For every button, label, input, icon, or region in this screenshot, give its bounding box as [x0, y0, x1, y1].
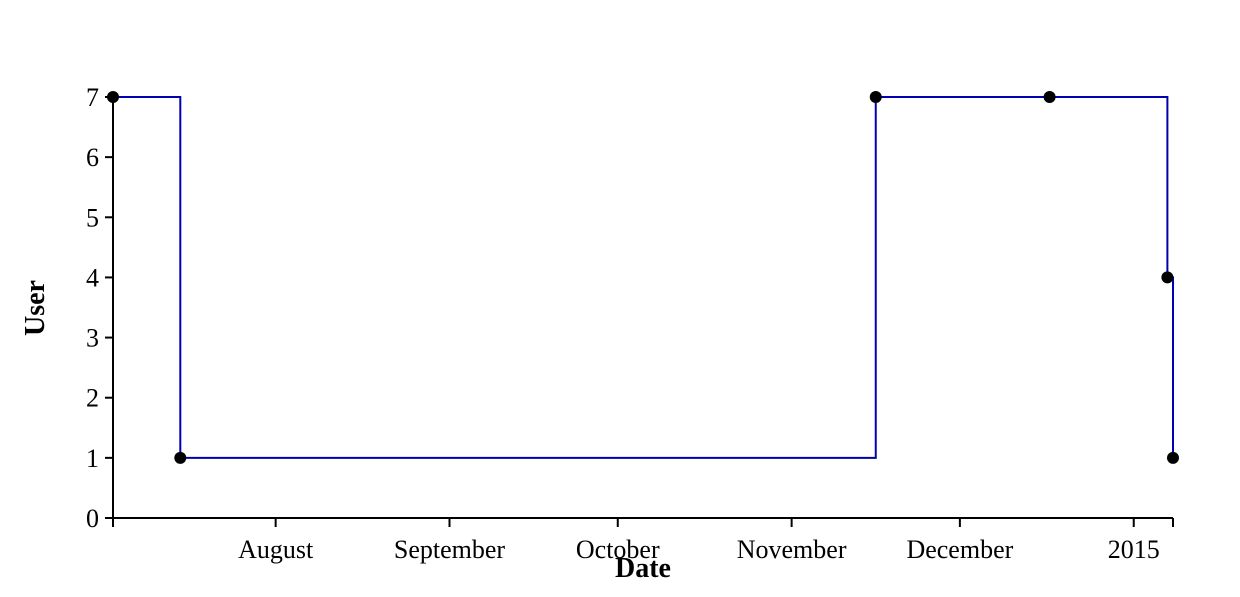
plot-area	[107, 91, 1179, 464]
data-point	[107, 91, 119, 103]
y-axis-title: User	[20, 280, 51, 336]
y-tick-label: 7	[86, 83, 99, 112]
x-tick-label: October	[576, 535, 660, 564]
x-tick-label: August	[238, 535, 314, 564]
x-axis-title: Date	[615, 553, 671, 584]
x-tick-label: September	[394, 535, 506, 564]
y-tick-label: 1	[86, 444, 99, 473]
y-tick-label: 3	[86, 324, 99, 353]
data-point	[174, 451, 187, 464]
y-tick-label: 4	[86, 263, 99, 292]
data-point	[1167, 451, 1179, 464]
data-point	[869, 91, 882, 103]
y-tick-label: 6	[86, 143, 99, 172]
x-tick-label: December	[906, 535, 1013, 564]
x-tick-label: November	[737, 535, 847, 564]
data-point	[1043, 91, 1056, 103]
x-axis: August September October November December 20…	[112, 517, 1174, 564]
y-tick-label: 2	[86, 384, 99, 413]
data-point	[1161, 271, 1174, 284]
x-tick-label: 2015	[1108, 535, 1160, 564]
y-tick-label: 5	[86, 203, 99, 232]
y-axis: 0 1 2 3 4 5 6 7	[86, 83, 114, 533]
y-tick-label: 0	[86, 504, 99, 533]
series-line	[113, 96, 1174, 459]
